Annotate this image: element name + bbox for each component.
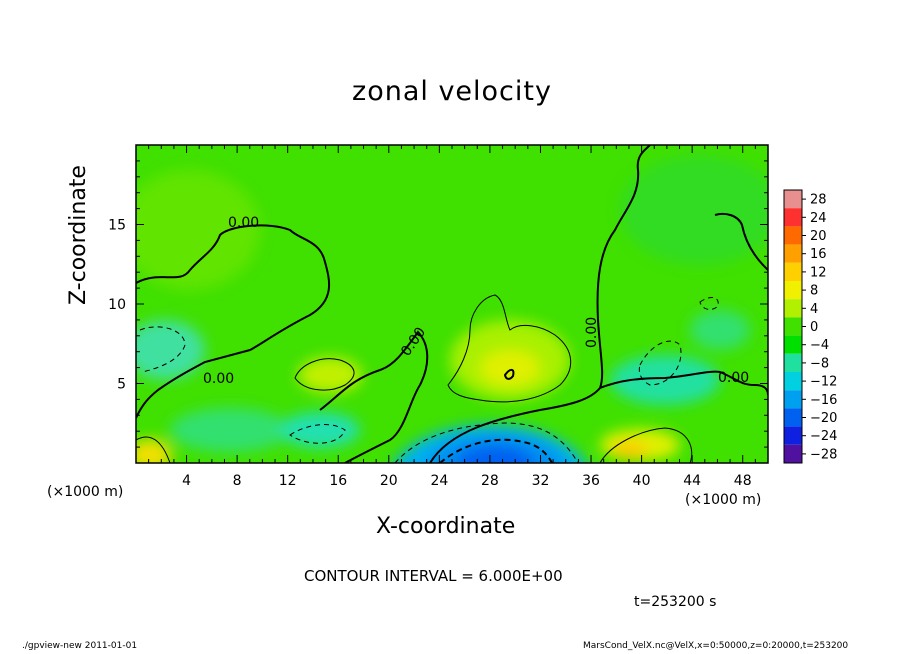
heatmap-field (136, 145, 768, 463)
colorbar-swatch (784, 226, 802, 245)
x-axis-label: X-coordinate (376, 514, 516, 539)
colorbar-label: −28 (810, 447, 837, 462)
negative-contour-bottom (439, 438, 553, 463)
x-tick-label: 40 (633, 473, 651, 489)
negative-contour-farright (699, 297, 719, 310)
colorbar-label: −16 (810, 393, 837, 408)
colorbar-swatch (784, 353, 802, 372)
x-axis-unit: (×1000 m) (685, 492, 762, 508)
x-tick-label: 8 (233, 473, 242, 489)
chart-title: zonal velocity (352, 76, 552, 107)
colorbar-label: 24 (810, 211, 827, 226)
positive-contour-peak (503, 368, 515, 380)
footer-left: ./gpview-new 2011-01-01 (22, 641, 138, 651)
positive-contour-lowright (599, 427, 693, 463)
positive-contour-center (447, 294, 572, 403)
colorbar-swatch (784, 262, 802, 281)
colorbar-swatch (784, 426, 802, 445)
colorbar-swatch (784, 317, 802, 336)
y-tick-label: 15 (108, 218, 126, 234)
contour-lines (136, 145, 768, 463)
colorbar-swatch (784, 335, 802, 354)
x-tick-label: 20 (380, 473, 398, 489)
colorbar-label: −24 (810, 429, 837, 444)
colorbar-swatch (784, 281, 802, 300)
colorbar-label: 28 (810, 193, 827, 208)
contour-interval-text: CONTOUR INTERVAL = 6.000E+00 (304, 567, 563, 585)
colorbar-swatch (784, 408, 802, 427)
negative-contour-bottom-outer (394, 422, 579, 463)
zero-contour-left (136, 224, 331, 419)
negative-contour-left (139, 326, 186, 373)
x-tick-label: 16 (329, 473, 347, 489)
colorbar-label: −4 (810, 338, 829, 353)
colorbar-swatch (784, 208, 802, 227)
colorbar-label: 4 (810, 302, 818, 317)
x-tick-label: 32 (532, 473, 550, 489)
y-axis-unit: (×1000 m) (47, 484, 124, 500)
contour-label-2: 0.00 (203, 371, 234, 387)
x-tick-label: 24 (430, 473, 448, 489)
zero-contour-rightlow (599, 370, 768, 396)
colorbar-label: 20 (810, 229, 827, 244)
footer-right: MarsCond_VelX.nc@VelX,x=0:50000,z=0:2000… (583, 641, 849, 651)
contour-label-1: 0.00 (228, 215, 259, 231)
x-tick-label: 44 (683, 473, 701, 489)
y-tick-label: 5 (117, 377, 126, 393)
contour-label-4: 0.00 (584, 317, 600, 348)
positive-contour-lowleft (136, 436, 171, 463)
colorbar-swatch (784, 244, 802, 263)
x-tick-label: 28 (481, 473, 499, 489)
colorbar-label: 16 (810, 247, 827, 262)
negative-contour-lowleft (289, 424, 346, 444)
contour-label-5: 0.00 (718, 370, 749, 386)
y-tick-label: 10 (108, 297, 126, 313)
zero-contour-lower (429, 145, 651, 463)
colorbar-label: 12 (810, 265, 827, 280)
x-tick-label: 4 (182, 473, 191, 489)
x-tick-label: 48 (734, 473, 752, 489)
colorbar-label: −12 (810, 375, 837, 390)
positive-contour-left (294, 358, 355, 391)
colorbar-label: −20 (810, 411, 837, 426)
x-tick-label: 36 (582, 473, 600, 489)
x-tick-label: 12 (279, 473, 297, 489)
colorbar-label: 0 (810, 320, 818, 335)
time-label: t=253200 s (634, 594, 717, 610)
zero-contour-mid (319, 330, 429, 463)
colorbar-swatch (784, 190, 802, 209)
negative-contour-right (638, 340, 682, 386)
colorbar-label: 8 (810, 284, 818, 299)
colorbar-swatch (784, 372, 802, 391)
colorbar-swatch (784, 299, 802, 318)
zero-contour-right (714, 212, 768, 271)
colorbar-label: −8 (810, 356, 829, 371)
colorbar-swatch (784, 444, 802, 463)
colorbar-swatch (784, 390, 802, 409)
colorbar: 28 24 20 16 12 8 4 0 −4 −8 −12 −16 −20 −24 −28 (783, 189, 837, 464)
